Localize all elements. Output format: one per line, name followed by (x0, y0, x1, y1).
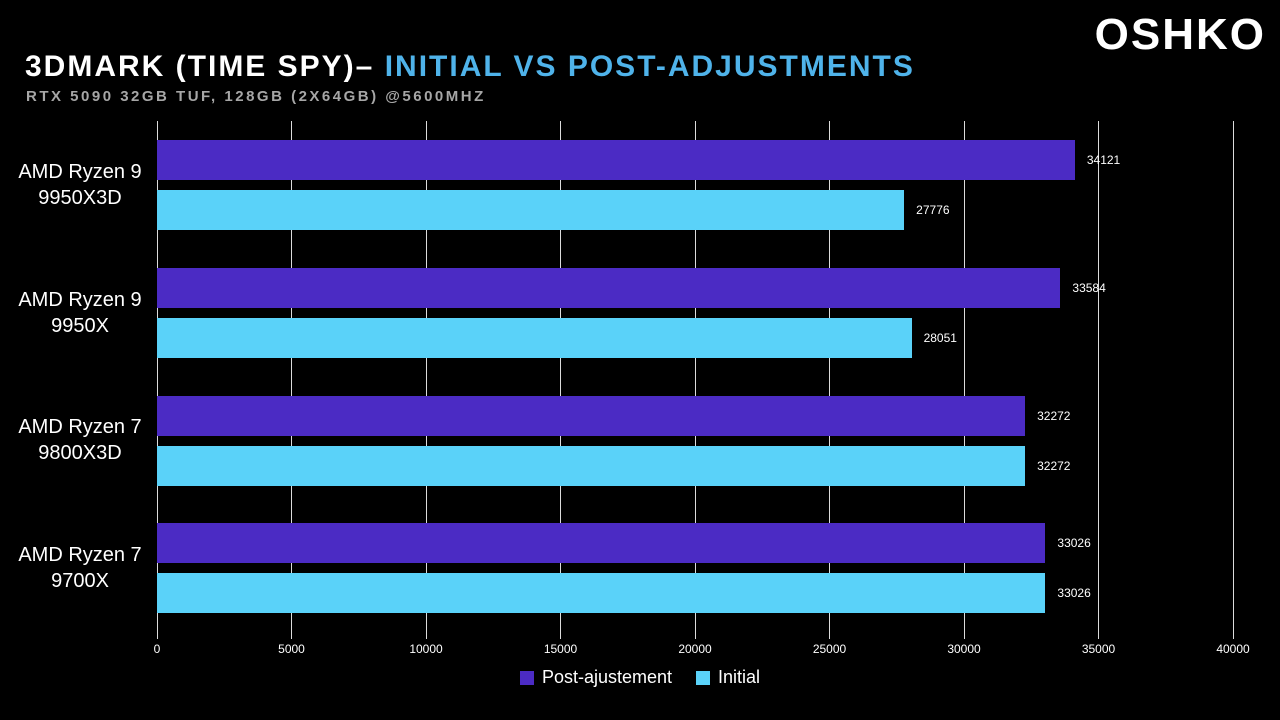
gridline (156, 121, 158, 632)
bar-post-adjustment (157, 523, 1046, 564)
value-label: 27776 (916, 203, 950, 217)
value-label: 33026 (1057, 536, 1091, 551)
axis-tick (291, 632, 292, 639)
gridline (694, 121, 696, 632)
chart-title-main: 3DMARK (TIME SPY)– (25, 50, 385, 83)
axis-tick (963, 632, 965, 639)
value-label: 33026 (1057, 586, 1091, 601)
axis-tick (425, 632, 427, 639)
gridline (829, 121, 830, 632)
axis-tick-label: 5000 (278, 642, 305, 656)
category-label: AMD Ryzen 9 9950X (18, 288, 142, 337)
axis-tick (1098, 632, 1099, 639)
gridline (963, 121, 965, 632)
bar-post-adjustment (157, 395, 1026, 436)
category-label: AMD Ryzen 7 9700X (18, 544, 142, 593)
value-label: 34121 (1086, 153, 1121, 167)
chart-subtitle: RTX 5090 32GB TUF, 128GB (2X64GB) @5600M… (26, 88, 486, 105)
axis-tick-label: 25000 (812, 642, 847, 656)
legend-item-post-adjustment: Post-ajustement (519, 667, 673, 688)
plot-area: 34121 27776 33584 28051 32272 32272 33026 33026 (156, 121, 1234, 632)
legend-swatch-post-adjustment (519, 670, 534, 685)
axis-tick-label: 35000 (1081, 642, 1116, 656)
legend-label-initial: Initial (718, 667, 761, 687)
axis-tick (1232, 632, 1234, 639)
brand-logo: OSHKO (1094, 10, 1266, 59)
bar-initial (157, 445, 1026, 486)
axis-tick (829, 632, 830, 639)
axis-tick-label: 15000 (543, 642, 578, 656)
category-label: AMD Ryzen 9 9950X3D (18, 160, 142, 209)
axis-tick-label: 0 (153, 642, 161, 656)
chart-title-accent: INITIAL VS POST-ADJUSTMENTS (384, 50, 915, 83)
axis-tick-label: 30000 (947, 642, 981, 656)
value-label: 33584 (1072, 280, 1106, 295)
axis-tick-label: 40000 (1216, 642, 1250, 656)
legend: Post-ajustement Initial (0, 667, 1280, 688)
gridline (1232, 121, 1234, 632)
category-labels: AMD Ryzen 9 9950X3D AMD Ryzen 9 9950X AMD … (0, 121, 160, 632)
axis-tick (694, 632, 696, 639)
axis-tick-label: 10000 (409, 642, 443, 656)
bar-post-adjustment (157, 140, 1075, 180)
gridline (425, 121, 427, 632)
value-label: 32272 (1037, 458, 1071, 473)
value-label: 32272 (1037, 408, 1071, 423)
gridline (1098, 121, 1099, 632)
chart-title: 3DMARK (TIME SPY)– INITIAL VS POST-ADJUS… (25, 50, 915, 84)
legend-item-initial: Initial (696, 667, 760, 688)
axis-tick (156, 632, 158, 639)
legend-swatch-initial (696, 670, 711, 685)
bar-initial (157, 317, 912, 358)
legend-label-post-adjustment: Post-ajustement (541, 667, 673, 687)
gridline (560, 121, 561, 632)
bar-post-adjustment (157, 267, 1061, 308)
axis-tick (560, 632, 561, 639)
category-label: AMD Ryzen 7 9800X3D (18, 416, 142, 465)
gridline (291, 121, 292, 632)
bar-initial (157, 190, 905, 230)
bar-initial (157, 573, 1046, 614)
value-label: 28051 (923, 330, 957, 345)
axis-tick-label: 20000 (678, 642, 712, 656)
x-axis: 0 5000 10000 15000 20000 25000 30000 35000 40000 (154, 632, 1250, 672)
